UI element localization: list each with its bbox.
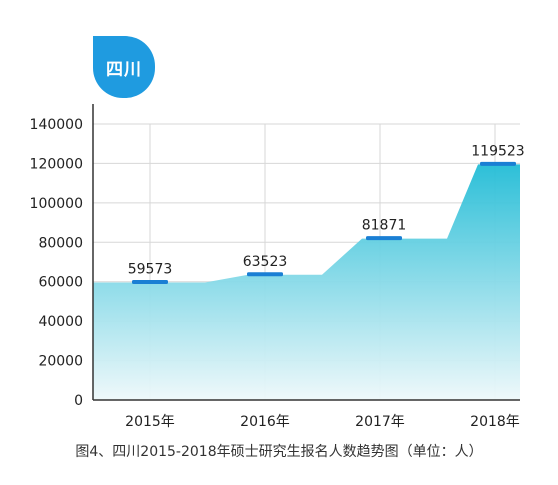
- value-marker: [132, 280, 168, 285]
- y-tick-label: 0: [74, 393, 83, 409]
- y-tick-label: 20000: [38, 354, 83, 370]
- value-markers: [132, 161, 516, 285]
- labels: 0 20000 40000 60000 80000 100000 120000 140000 2…: [30, 117, 525, 430]
- data-label: 81871: [362, 218, 407, 234]
- area-series: [93, 164, 520, 400]
- y-tick-label: 140000: [30, 117, 83, 133]
- region-badge: 四川: [93, 36, 155, 98]
- y-tick-label: 80000: [38, 235, 83, 251]
- y-tick-label: 100000: [30, 196, 83, 212]
- y-tick-label: 40000: [38, 314, 83, 330]
- data-label: 119523: [471, 143, 524, 159]
- value-marker: [247, 272, 283, 277]
- axes: [92, 104, 520, 401]
- x-tick-label: 2015年: [125, 414, 175, 430]
- value-marker: [366, 236, 402, 241]
- y-tick-label: 120000: [30, 156, 83, 172]
- x-tick-label: 2018年: [470, 414, 520, 430]
- chart-caption: 图4、四川2015-2018年硕士研究生报名人数趋势图（单位：人）: [75, 444, 483, 460]
- data-label: 63523: [243, 254, 288, 270]
- x-tick-label: 2016年: [240, 414, 290, 430]
- x-tick-label: 2017年: [355, 414, 405, 430]
- area-fill: [93, 164, 520, 400]
- value-marker: [480, 161, 516, 166]
- y-tick-label: 60000: [38, 275, 83, 291]
- data-label: 59573: [128, 262, 173, 278]
- region-badge-label: 四川: [106, 59, 142, 80]
